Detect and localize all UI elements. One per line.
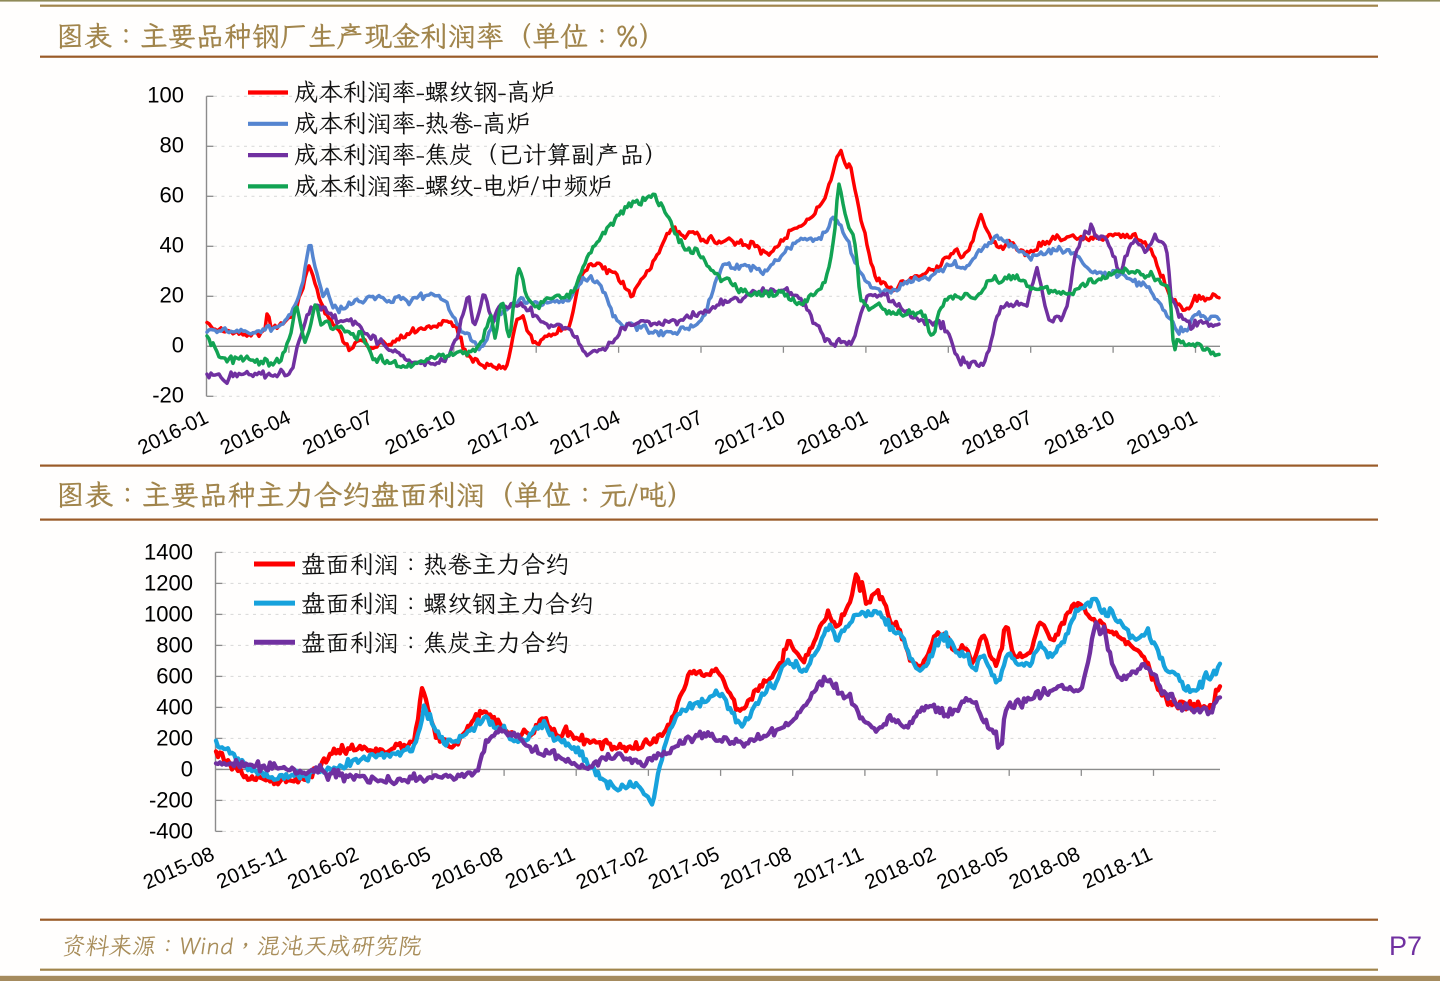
svg-text:0: 0 bbox=[172, 332, 184, 357]
svg-text:-20: -20 bbox=[152, 382, 184, 407]
svg-text:1200: 1200 bbox=[144, 570, 193, 595]
svg-text:600: 600 bbox=[156, 663, 193, 688]
svg-text:0: 0 bbox=[181, 756, 193, 781]
svg-text:200: 200 bbox=[156, 725, 193, 750]
svg-text:80: 80 bbox=[160, 132, 184, 157]
svg-text:60: 60 bbox=[160, 182, 184, 207]
svg-text:P7: P7 bbox=[1389, 931, 1422, 961]
svg-text:20: 20 bbox=[160, 282, 184, 307]
svg-text:1000: 1000 bbox=[144, 601, 193, 626]
svg-text:-200: -200 bbox=[149, 787, 193, 812]
svg-text:400: 400 bbox=[156, 694, 193, 719]
svg-text:40: 40 bbox=[160, 232, 184, 257]
svg-text:100: 100 bbox=[147, 82, 184, 107]
svg-text:1400: 1400 bbox=[144, 539, 193, 564]
svg-text:-400: -400 bbox=[149, 818, 193, 843]
svg-text:800: 800 bbox=[156, 632, 193, 657]
